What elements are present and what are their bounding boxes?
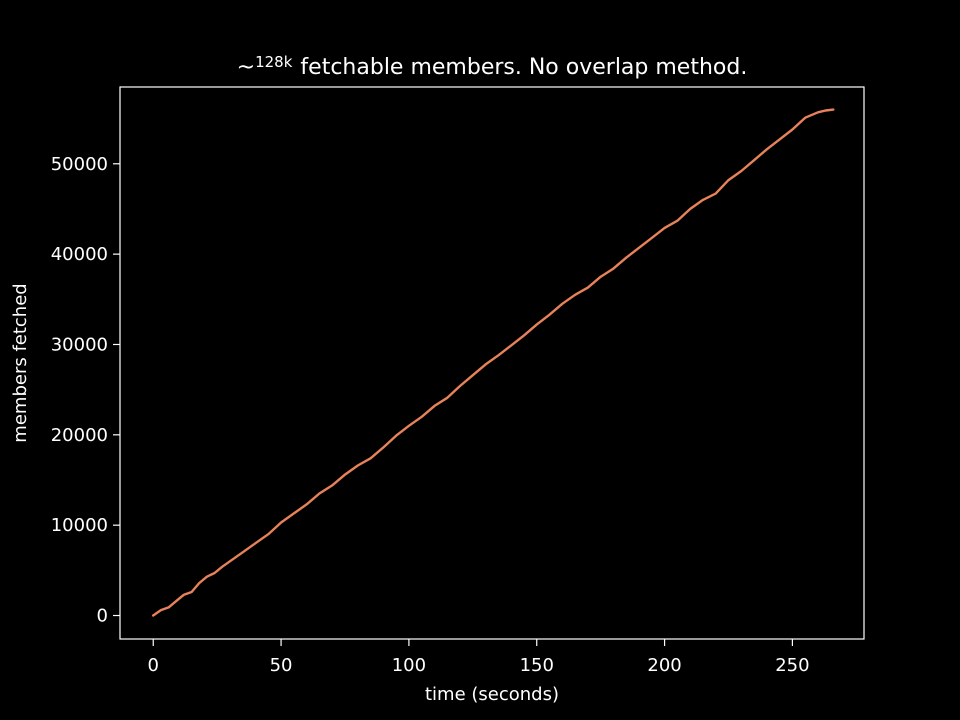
y-axis: 0 10000 20000 30000 40000 50000 — [51, 154, 120, 627]
x-axis-label: time (seconds) — [425, 684, 559, 705]
x-axis: 0 50 100 150 200 250 — [148, 639, 810, 676]
y-tick-label: 20000 — [51, 425, 108, 446]
x-tick-label: 0 — [148, 655, 159, 676]
series-line — [151, 108, 835, 617]
chart-title: ~128k fetchable members. No overlap metho… — [237, 53, 748, 80]
y-tick-label: 0 — [97, 606, 108, 627]
chart-title-main: fetchable members. No overlap method. — [300, 55, 747, 80]
y-tick-label: 50000 — [51, 154, 108, 175]
x-tick-label: 250 — [775, 655, 809, 676]
y-tick-label: 40000 — [51, 244, 108, 265]
plot-area-frame — [119, 86, 865, 640]
chart-title-prefix: ~ — [237, 55, 255, 80]
chart-title-superscript: 128k — [255, 53, 293, 71]
x-tick-label: 200 — [647, 655, 681, 676]
x-tick-label: 150 — [520, 655, 554, 676]
plot-series — [151, 108, 835, 617]
y-tick-label: 10000 — [51, 515, 108, 536]
y-axis-label: members fetched — [10, 283, 31, 442]
y-tick-label: 30000 — [51, 334, 108, 355]
x-tick-label: 50 — [270, 655, 293, 676]
x-tick-label: 100 — [392, 655, 426, 676]
